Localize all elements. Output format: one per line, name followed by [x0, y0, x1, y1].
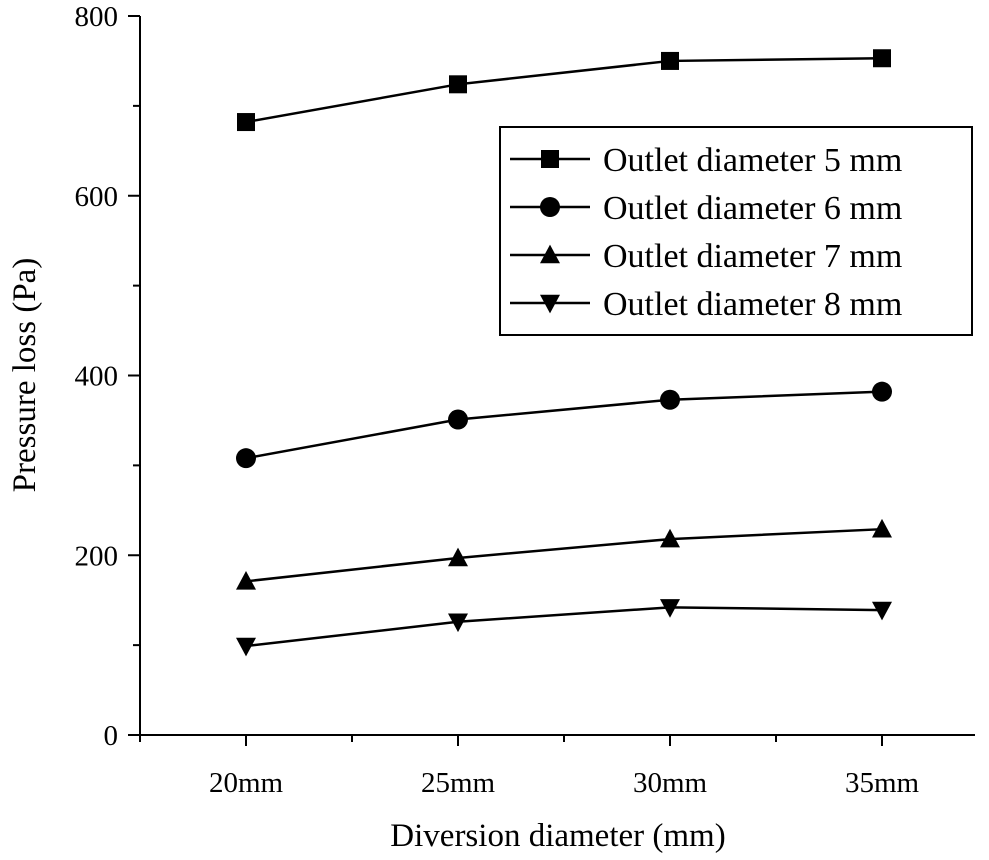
x-tick-label: 20mm: [209, 767, 284, 799]
legend-label: Outlet diameter 8 mm: [603, 286, 902, 323]
circle-marker: [236, 448, 256, 469]
triangle-up-marker: [660, 528, 680, 548]
series-line: [245, 527, 883, 583]
legend-label: Outlet diameter 6 mm: [603, 190, 902, 227]
circle-marker: [872, 381, 892, 402]
x-tick-label: 30mm: [633, 767, 708, 799]
legend-item: Outlet diameter 7 mm: [510, 238, 902, 275]
square-marker: [541, 150, 559, 168]
series-2: [236, 381, 892, 469]
triangle-up-marker: [448, 547, 468, 567]
legend: Outlet diameter 5 mm Outlet diameter 6 mm…: [499, 126, 973, 336]
triangle-down-marker: [540, 294, 560, 314]
series-3: [236, 518, 892, 590]
legend-item: Outlet diameter 8 mm: [510, 286, 902, 323]
legend-box: [499, 126, 973, 336]
legend-label: Outlet diameter 5 mm: [603, 142, 902, 179]
triangle-down-marker: [448, 613, 468, 633]
square-marker: [661, 51, 679, 70]
y-tick-label: 800: [75, 1, 119, 33]
square-marker: [449, 75, 467, 94]
triangle-up-marker: [872, 518, 892, 538]
series-line: [245, 390, 883, 460]
x-axis-title: Diversion diameter (mm): [390, 818, 725, 854]
series-line: [245, 56, 883, 124]
series-4: [236, 599, 892, 657]
triangle-down-marker: [872, 601, 892, 621]
y-axis-title: Pressure loss (Pa): [7, 258, 43, 493]
series-line: [245, 606, 883, 648]
legend-item: Outlet diameter 5 mm: [510, 142, 902, 179]
x-tick-label: 25mm: [421, 767, 496, 799]
y-tick-label: 600: [75, 181, 119, 213]
y-tick-label: 0: [104, 720, 119, 752]
legend-label: Outlet diameter 7 mm: [603, 238, 902, 275]
circle-marker: [540, 197, 560, 217]
circle-marker: [660, 389, 680, 410]
triangle-down-marker: [660, 599, 680, 618]
axes: 0 200 400 600 800 20mm 25mm 30mm 35mm: [75, 1, 975, 799]
circle-marker: [448, 409, 468, 430]
x-tick-label: 35mm: [845, 767, 920, 799]
series-1: [237, 49, 891, 132]
series-layer: [236, 49, 892, 657]
legend-item: Outlet diameter 6 mm: [510, 190, 902, 227]
square-marker: [873, 49, 891, 68]
square-marker: [237, 113, 255, 132]
y-tick-label: 400: [75, 361, 119, 393]
triangle-up-marker: [540, 244, 560, 264]
triangle-down-marker: [236, 637, 256, 657]
triangle-up-marker: [236, 570, 256, 590]
y-tick-label: 200: [75, 540, 119, 572]
